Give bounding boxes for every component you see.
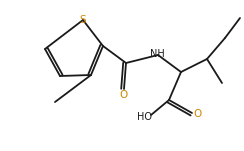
Text: S: S [80,15,86,25]
Text: NH: NH [150,49,164,59]
Text: O: O [120,90,128,100]
Text: O: O [193,109,201,119]
Text: HO: HO [136,112,152,122]
